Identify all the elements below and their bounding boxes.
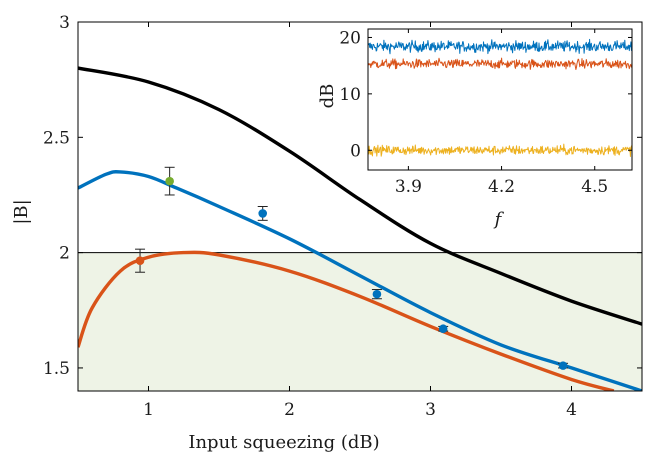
inset-x-tick-label: 3.9 (395, 177, 422, 197)
curve-group (78, 66, 642, 391)
threshold-shaded-region (78, 252, 642, 391)
x-axis-title: Input squeezing (dB) (188, 432, 379, 453)
inset-x-tick-label: 4.5 (581, 177, 608, 197)
inset-y-tick-label: 20 (339, 28, 361, 48)
series-line-2 (78, 250, 615, 391)
inset-trace-2 (367, 143, 633, 157)
x-tick-label: 4 (566, 400, 577, 420)
inset-trace-0 (367, 38, 633, 55)
inset-y-tick-label: 10 (339, 85, 361, 105)
inset-x-tick-label: 4.2 (488, 177, 515, 197)
main-plot: 1 2 3 4 1.5 2 2.5 3 (43, 13, 643, 420)
inset-frame (367, 28, 633, 171)
data-point (135, 256, 145, 265)
plot-frame (77, 21, 643, 392)
inset-plot: 3.9 4.2 4.5 0 10 20 (339, 28, 633, 197)
data-point (258, 209, 268, 218)
inset-trace-1 (367, 57, 633, 70)
series-line-1 (78, 170, 642, 391)
series-line-0 (78, 66, 642, 326)
y-tick-label: 1.5 (43, 359, 70, 379)
data-point (558, 361, 568, 370)
data-point (372, 289, 382, 299)
x-tick-label: 3 (425, 400, 436, 420)
inset-x-axis-title: f (493, 209, 505, 230)
data-point (165, 176, 174, 186)
inset-background (368, 29, 632, 170)
y-tick-label: 3 (59, 13, 70, 33)
x-tick-label: 1 (143, 400, 154, 420)
y-tick-label: 2 (59, 244, 70, 264)
data-point (438, 324, 448, 334)
inset-y-axis-title: dB (317, 84, 338, 109)
inset-y-tick-label: 0 (350, 141, 361, 161)
y-axis-title: |B| (11, 199, 32, 224)
y-tick-label: 2.5 (43, 128, 70, 148)
x-tick-label: 2 (284, 400, 295, 420)
